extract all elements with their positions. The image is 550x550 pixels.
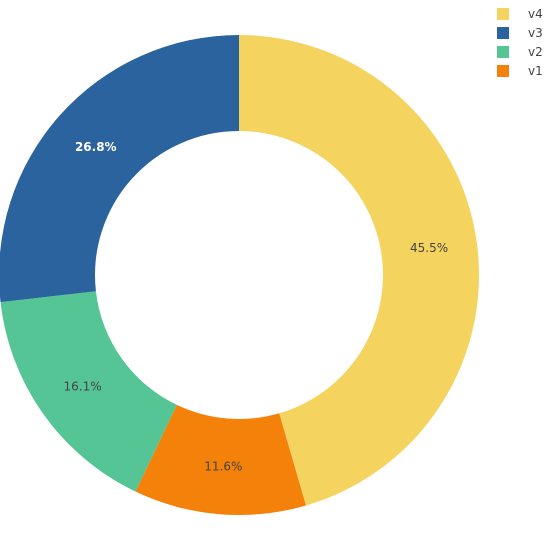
- legend-swatch-v1: [497, 65, 509, 77]
- legend-swatch-v3: [497, 27, 509, 39]
- legend-item-v2[interactable]: v2: [497, 45, 543, 59]
- legend-item-v4[interactable]: v4: [497, 7, 543, 21]
- slice-label-v4: 45.5%: [410, 241, 448, 255]
- slice-v4[interactable]: [239, 35, 480, 506]
- legend-label-v4: v4: [528, 7, 543, 21]
- legend-swatch-v2: [497, 46, 509, 58]
- slice-label-v3: 26.8%: [75, 140, 117, 154]
- slice-label-v1: 11.6%: [204, 459, 242, 473]
- slice-v1[interactable]: [135, 404, 306, 515]
- legend-swatch-v4: [497, 8, 509, 20]
- slice-label-v2: 16.1%: [64, 379, 102, 393]
- legend-label-v3: v3: [528, 26, 543, 40]
- legend-item-v3[interactable]: v3: [497, 26, 543, 40]
- legend: v4 v3 v2 v1: [497, 7, 543, 78]
- legend-item-v1[interactable]: v1: [497, 64, 543, 78]
- slice-labels-layer: 45.5% 11.6% 16.1% 26.8%: [64, 140, 449, 473]
- slice-v2[interactable]: [0, 291, 177, 492]
- slices-layer: [0, 35, 480, 515]
- legend-label-v1: v1: [528, 64, 543, 78]
- slice-v3[interactable]: [0, 35, 239, 303]
- legend-label-v2: v2: [528, 45, 543, 59]
